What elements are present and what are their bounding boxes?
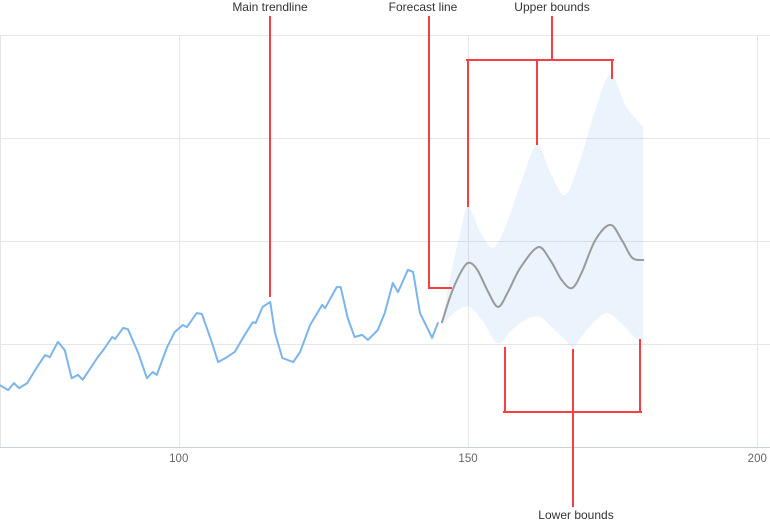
main-trendline-series — [0, 268, 439, 392]
forecast-line-series — [441, 223, 645, 324]
confidence-band-area — [442, 74, 644, 348]
